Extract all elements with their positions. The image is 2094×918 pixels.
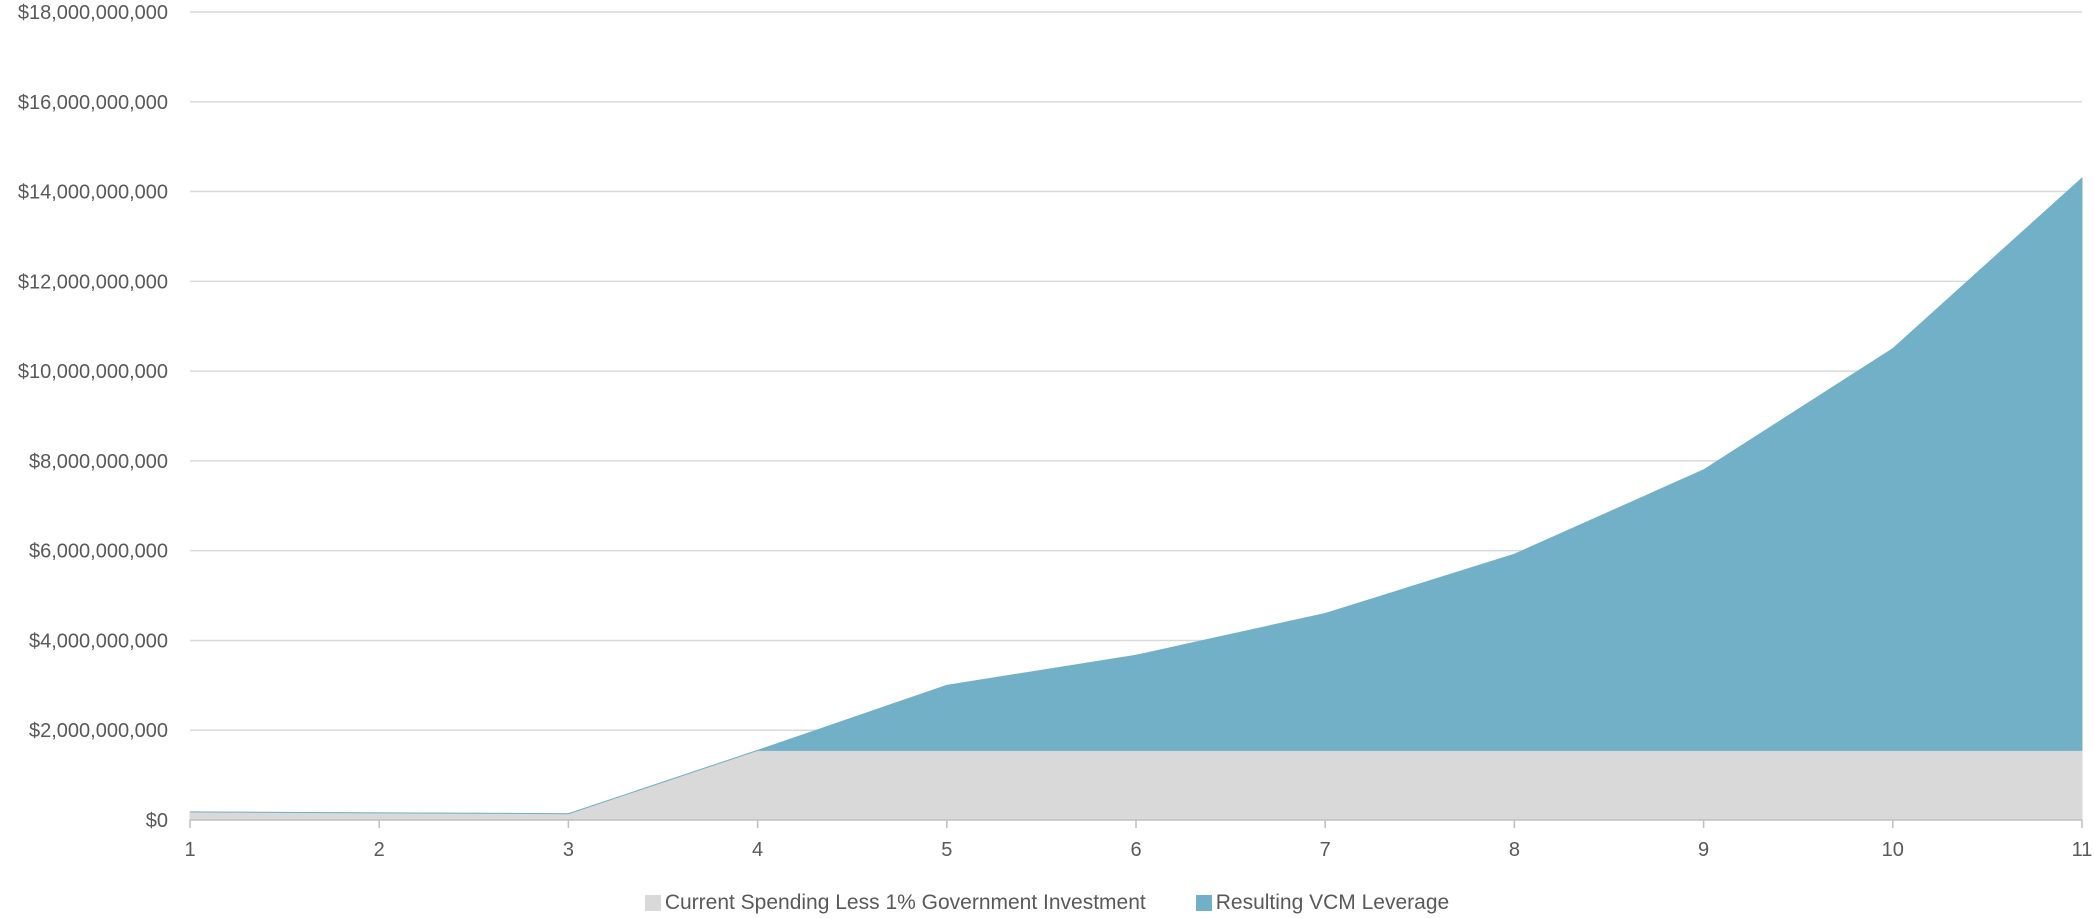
legend-label-current-spending: Current Spending Less 1% Government Inve… xyxy=(664,891,1146,914)
x-tick-label: 5 xyxy=(941,839,952,861)
y-tick-label: $6,000,000,000 xyxy=(29,541,168,563)
area-series-1 xyxy=(189,749,2083,821)
x-tick-label: 1 xyxy=(184,839,195,861)
legend-item-current-spending: Current Spending Less 1% Government Inve… xyxy=(644,891,1146,915)
area-series xyxy=(189,176,2083,821)
x-tick-label: 2 xyxy=(374,839,385,861)
x-tick-label: 8 xyxy=(1509,839,1520,861)
legend-item-vcm-leverage: Resulting VCM Leverage xyxy=(1195,891,1450,915)
x-tick-label: 4 xyxy=(752,839,763,861)
y-tick-label: $2,000,000,000 xyxy=(29,720,168,742)
axes xyxy=(189,819,2083,828)
gridlines xyxy=(190,11,2082,731)
stacked-area-chart: $0 $2,000,000,000 $4,000,000,000 $6,000,000… xyxy=(18,2,2093,861)
y-tick-label: $18,000,000,000 xyxy=(18,2,168,24)
y-axis-tick-labels: $0 $2,000,000,000 $4,000,000,000 $6,000,000… xyxy=(18,2,168,832)
area-series-2 xyxy=(189,176,2083,815)
x-tick-label: 11 xyxy=(2072,839,2093,861)
legend: Current Spending Less 1% Government Inve… xyxy=(0,888,2094,918)
y-tick-label: $14,000,000,000 xyxy=(18,182,168,204)
y-tick-label: $8,000,000,000 xyxy=(29,451,168,473)
y-tick-label: $12,000,000,000 xyxy=(18,271,168,293)
x-tick-label: 3 xyxy=(563,839,574,861)
legend-swatch-vcm-leverage xyxy=(1195,895,1212,911)
x-tick-label: 10 xyxy=(1882,839,1904,861)
x-tick-label: 7 xyxy=(1320,839,1331,861)
y-tick-label: $0 xyxy=(146,810,168,832)
x-tick-label: 9 xyxy=(1698,839,1709,861)
y-tick-label: $16,000,000,000 xyxy=(18,92,168,114)
x-axis-tick-labels: 1 2 3 4 5 6 7 8 9 10 11 xyxy=(184,839,2092,861)
x-tick-label: 6 xyxy=(1130,839,1141,861)
y-tick-label: $10,000,000,000 xyxy=(18,361,168,383)
legend-swatch-current-spending xyxy=(644,895,661,911)
y-tick-label: $4,000,000,000 xyxy=(29,630,168,652)
legend-label-vcm-leverage: Resulting VCM Leverage xyxy=(1215,891,1450,914)
